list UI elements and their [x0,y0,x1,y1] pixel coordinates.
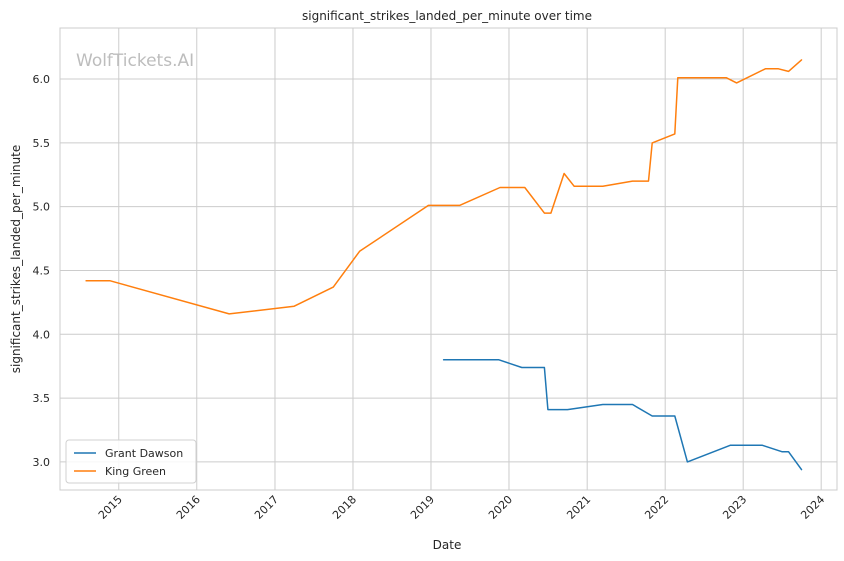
y-tick-label: 5.0 [33,201,51,214]
series-line-king-green [85,59,803,315]
y-tick-label: 6.0 [33,73,51,86]
series-lines [85,59,803,471]
y-tick-label: 4.5 [33,264,51,277]
x-axis-label: Date [433,538,462,552]
legend: Grant Dawson King Green [65,439,197,484]
axes-frame [59,27,838,491]
legend-label: Grant Dawson [105,447,183,460]
watermark: WolfTickets.AI [76,51,194,71]
legend-box [65,439,197,484]
legend-label: King Green [105,465,166,478]
chart-title: significant_strikes_landed_per_minute ov… [302,9,592,23]
y-tick-label: 5.5 [33,137,51,150]
y-axis-label: significant_strikes_landed_per_minute [9,145,23,374]
y-axis-ticks: 3.0 3.5 4.0 4.5 5.0 5.5 6.0 [33,73,51,469]
plot-area [60,28,837,490]
grid-lines [60,28,837,490]
series-line-grant-dawson [442,359,803,471]
y-tick-label: 3.5 [33,392,51,405]
plot-frame [59,27,838,491]
y-tick-label: 4.0 [33,328,51,341]
y-tick-label: 3.0 [33,456,51,469]
